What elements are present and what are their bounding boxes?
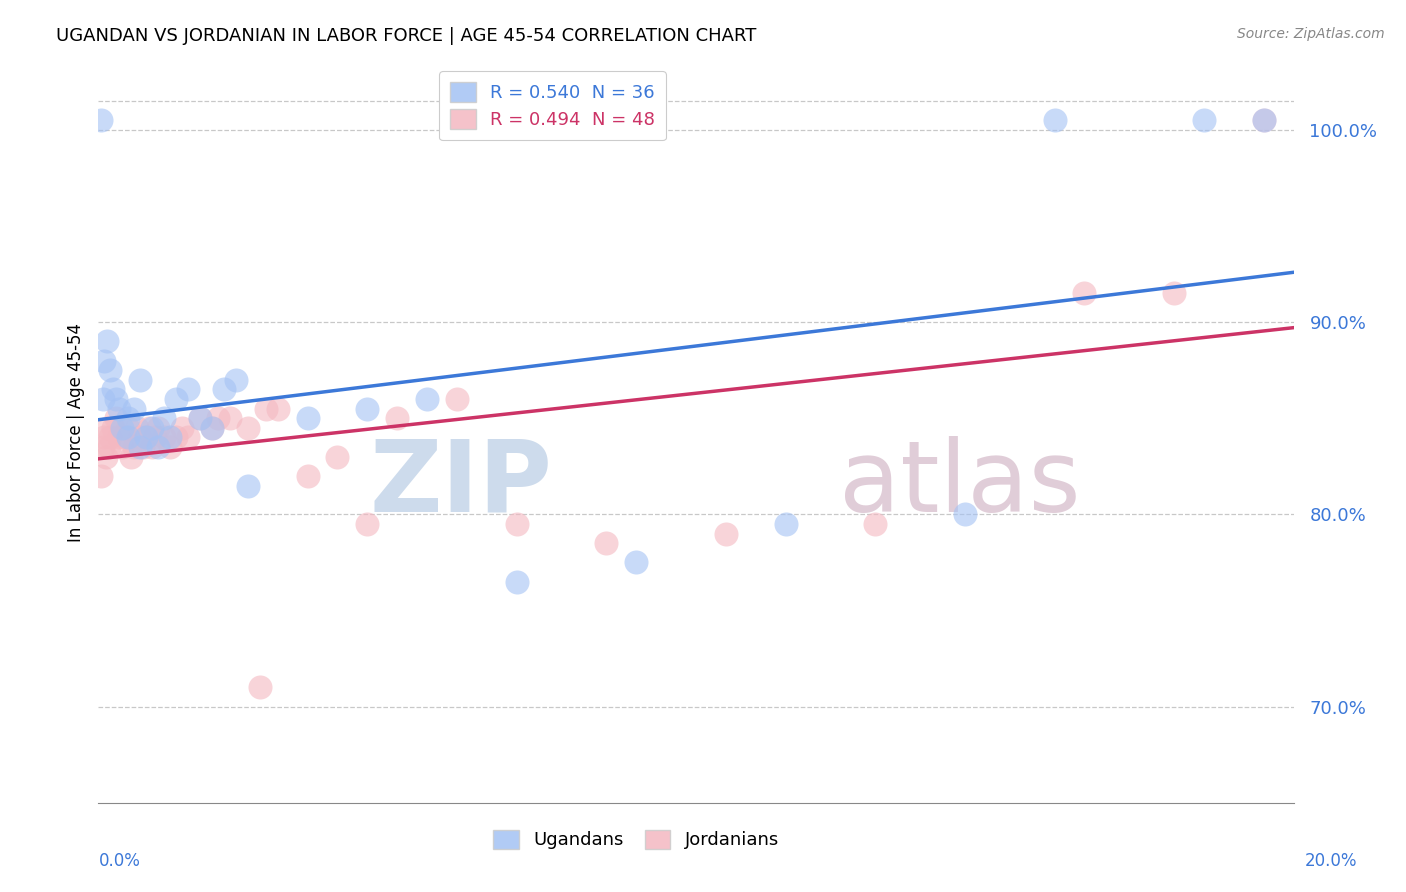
Point: [148, 440, 170, 454]
Point: [297, 411, 319, 425]
Point: [111, 421, 134, 435]
Point: [172, 421, 194, 435]
Point: [356, 516, 378, 531]
Point: [254, 401, 277, 416]
Point: [129, 430, 152, 444]
Point: [153, 430, 176, 444]
Point: [249, 681, 271, 695]
Point: [132, 440, 155, 454]
Text: atlas: atlas: [839, 436, 1081, 533]
Point: [108, 401, 131, 416]
Point: [626, 556, 648, 570]
Point: [93, 353, 115, 368]
Point: [1192, 113, 1215, 128]
Point: [1253, 113, 1275, 128]
Text: Source: ZipAtlas.com: Source: ZipAtlas.com: [1237, 27, 1385, 41]
Point: [91, 392, 114, 406]
Point: [165, 392, 187, 406]
Point: [201, 421, 224, 435]
Point: [416, 392, 439, 406]
Point: [117, 430, 139, 444]
Point: [385, 411, 409, 425]
Point: [124, 440, 146, 454]
Point: [105, 392, 128, 406]
Point: [117, 421, 139, 435]
Point: [94, 450, 117, 464]
Point: [1043, 113, 1066, 128]
Legend: Ugandans, Jordanians: Ugandans, Jordanians: [486, 822, 786, 856]
Point: [865, 516, 887, 531]
Point: [120, 450, 142, 464]
Point: [267, 401, 290, 416]
Point: [225, 373, 247, 387]
Point: [159, 430, 181, 444]
Point: [1253, 113, 1275, 128]
Point: [165, 430, 187, 444]
Point: [96, 334, 118, 349]
Text: 20.0%: 20.0%: [1305, 852, 1357, 870]
Point: [98, 363, 122, 377]
Point: [105, 411, 128, 425]
Point: [143, 430, 166, 444]
Point: [236, 421, 259, 435]
Point: [114, 430, 136, 444]
Point: [177, 382, 200, 396]
Point: [111, 440, 134, 454]
Point: [356, 401, 378, 416]
Y-axis label: In Labor Force | Age 45-54: In Labor Force | Age 45-54: [66, 323, 84, 542]
Point: [1073, 286, 1095, 301]
Point: [91, 440, 114, 454]
Point: [129, 373, 152, 387]
Point: [714, 526, 737, 541]
Point: [159, 440, 181, 454]
Point: [98, 430, 122, 444]
Point: [90, 113, 112, 128]
Point: [127, 421, 149, 435]
Point: [103, 382, 125, 396]
Point: [129, 440, 152, 454]
Point: [446, 392, 468, 406]
Point: [138, 421, 160, 435]
Text: 0.0%: 0.0%: [98, 852, 141, 870]
Point: [93, 430, 115, 444]
Point: [98, 440, 121, 454]
Point: [117, 411, 139, 425]
Point: [775, 516, 797, 531]
Point: [135, 430, 157, 444]
Point: [188, 411, 211, 425]
Point: [124, 401, 146, 416]
Point: [90, 469, 112, 483]
Point: [148, 421, 170, 435]
Point: [177, 430, 200, 444]
Point: [219, 411, 242, 425]
Point: [506, 516, 529, 531]
Point: [953, 508, 976, 522]
Text: UGANDAN VS JORDANIAN IN LABOR FORCE | AGE 45-54 CORRELATION CHART: UGANDAN VS JORDANIAN IN LABOR FORCE | AG…: [56, 27, 756, 45]
Point: [212, 382, 235, 396]
Point: [153, 411, 176, 425]
Point: [207, 411, 229, 425]
Point: [326, 450, 349, 464]
Point: [103, 421, 125, 435]
Point: [1163, 286, 1185, 301]
Text: ZIP: ZIP: [370, 436, 553, 533]
Point: [141, 421, 163, 435]
Point: [595, 536, 617, 550]
Point: [297, 469, 319, 483]
Point: [188, 411, 211, 425]
Point: [201, 421, 224, 435]
Point: [135, 430, 157, 444]
Point: [506, 574, 529, 589]
Point: [141, 440, 163, 454]
Point: [236, 478, 259, 492]
Point: [96, 421, 118, 435]
Point: [108, 430, 131, 444]
